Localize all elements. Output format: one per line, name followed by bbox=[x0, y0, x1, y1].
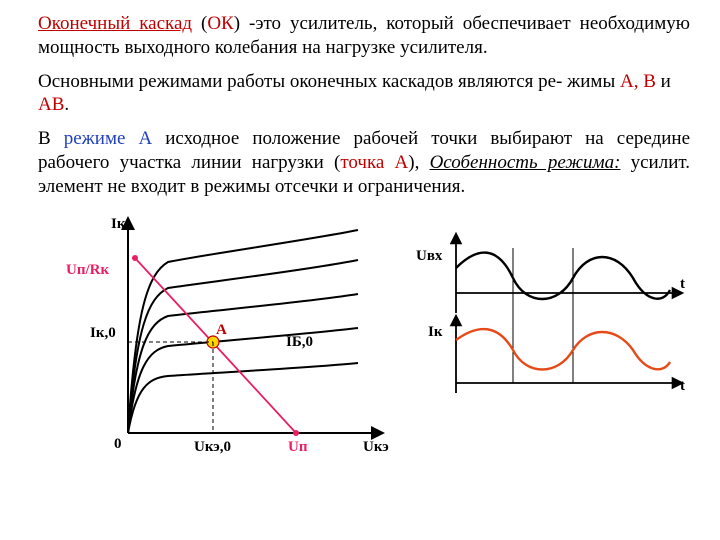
iv-curve-2 bbox=[128, 328, 358, 433]
p1-run3: ОК bbox=[207, 13, 233, 34]
up-label: Uп bbox=[288, 439, 308, 455]
p1-run2: ( bbox=[192, 13, 207, 34]
input-wave bbox=[456, 253, 670, 299]
x-axis-label: Uкэ bbox=[363, 439, 389, 455]
iv-chart: Iк Uкэ 0 Uп/Rк Iк,0 Uкэ,0 Uп IБ,0 А bbox=[48, 208, 408, 468]
p1-run1: Оконечный каскад bbox=[38, 13, 192, 34]
iv-curve-3 bbox=[128, 294, 358, 433]
p2-run2: А, В bbox=[620, 71, 656, 92]
ik0-label: Iк,0 bbox=[90, 325, 116, 341]
p2-run4: АВ bbox=[38, 94, 64, 115]
up-over-rk-label: Uп/Rк bbox=[66, 262, 109, 278]
uke0-label: Uкэ,0 bbox=[194, 439, 231, 455]
p2-run1: Основными режимами работы оконечных каск… bbox=[38, 71, 620, 92]
p3-run1: В bbox=[38, 128, 64, 149]
paragraph-2: Основными режимами работы оконечных каск… bbox=[38, 70, 690, 118]
p3-run5: ), bbox=[408, 152, 429, 173]
load-line-top-dot bbox=[132, 255, 138, 261]
output-wave bbox=[456, 329, 670, 369]
t-label-bot: t bbox=[680, 378, 685, 394]
load-line-bottom-dot bbox=[293, 430, 299, 436]
ik-label: Iк bbox=[428, 324, 443, 340]
point-a-label: А bbox=[216, 322, 227, 338]
origin-label: 0 bbox=[114, 436, 122, 452]
paragraph-3: В режиме А исходное положение рабочей то… bbox=[38, 127, 690, 198]
ib0-label: IБ,0 bbox=[286, 334, 313, 350]
p3-run6: Особенность режима: bbox=[430, 152, 621, 173]
t-label-top: t bbox=[680, 276, 685, 292]
p3-run2: режиме А bbox=[64, 128, 152, 149]
p2-run3: и bbox=[656, 71, 671, 92]
p3-run4: точка А bbox=[340, 152, 408, 173]
p2-run5: . bbox=[64, 94, 69, 115]
diagrams-area: Iк Uкэ 0 Uп/Rк Iк,0 Uкэ,0 Uп IБ,0 А bbox=[38, 208, 690, 488]
paragraph-1: Оконечный каскад (ОК) -это усилитель, ко… bbox=[38, 12, 690, 60]
iv-curve-4 bbox=[128, 260, 358, 433]
iv-curve-1 bbox=[128, 363, 358, 433]
y-axis-label: Iк bbox=[111, 216, 126, 232]
uvx-label: Uвх bbox=[416, 248, 443, 264]
wave-chart: Uвх Iк t t bbox=[408, 228, 708, 428]
slide: Оконечный каскад (ОК) -это усилитель, ко… bbox=[0, 0, 720, 540]
